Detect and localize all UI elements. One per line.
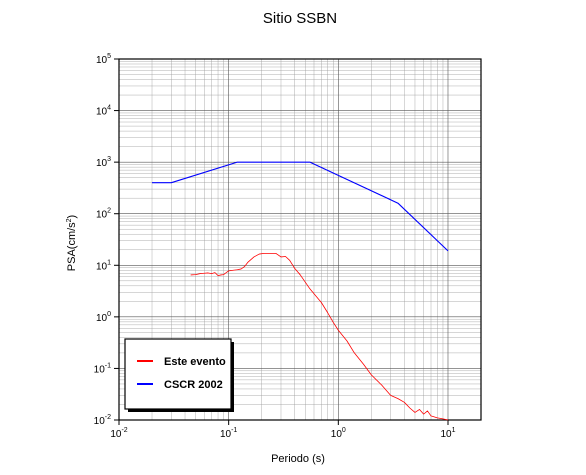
x-tick-base: 10 xyxy=(110,429,122,440)
plot-border xyxy=(118,58,482,421)
x-tick-base: 10 xyxy=(220,429,232,440)
x-tick-label: 10-2 xyxy=(110,427,127,440)
y-tick-base: 10 xyxy=(96,55,108,66)
y-tick-exp: 0 xyxy=(107,311,111,318)
y-tick-base: 10 xyxy=(96,210,108,221)
x-tick-exp: 0 xyxy=(342,427,346,434)
x-axis-label: Periodo (s) xyxy=(271,453,325,465)
y-tick-exp: 1 xyxy=(107,259,111,266)
y-axis-label-prefix: PSA(cm/s xyxy=(66,222,78,271)
series-lines xyxy=(152,161,449,421)
y-tick-base: 10 xyxy=(94,364,106,375)
y-tick-base: 10 xyxy=(96,158,108,169)
legend-box xyxy=(124,338,232,410)
x-tick-label: 100 xyxy=(331,427,346,440)
legend: Este evento CSCR 2002 xyxy=(124,338,234,412)
grid-minor xyxy=(119,59,482,420)
chart-title: Sitio SSBN xyxy=(263,10,337,27)
y-axis-label: PSA(cm/s2) xyxy=(66,215,78,271)
y-tick-label: 10-2 xyxy=(94,414,111,427)
y-tick-base: 10 xyxy=(94,416,106,427)
y-tick-label: 102 xyxy=(96,208,111,221)
legend-label: CSCR 2002 xyxy=(164,379,223,391)
legend-label: Este evento xyxy=(164,356,226,368)
y-tick-exp: 5 xyxy=(107,53,111,60)
y-tick-exp: 3 xyxy=(107,156,111,163)
y-axis-label-suffix: ) xyxy=(66,215,78,219)
y-tick-exp: 2 xyxy=(107,208,111,215)
x-tick-exp: 1 xyxy=(452,427,456,434)
plot-frame xyxy=(118,58,482,421)
y-tick-base: 10 xyxy=(96,107,108,118)
x-tick-label: 10-1 xyxy=(220,427,237,440)
series-line-este-evento xyxy=(190,252,449,421)
y-tick-base: 10 xyxy=(96,313,108,324)
x-tick-exp: -1 xyxy=(231,427,237,434)
y-tick-label: 104 xyxy=(96,105,111,118)
series-line-cscr-2002 xyxy=(152,161,449,252)
x-tick-base: 10 xyxy=(331,429,343,440)
y-tick-base: 10 xyxy=(96,261,108,272)
y-tick-exp: -1 xyxy=(105,362,111,369)
x-tick-base: 10 xyxy=(440,429,452,440)
y-axis-label-sup: 2 xyxy=(66,218,73,222)
y-tick-label: 10-1 xyxy=(94,362,111,375)
x-tick-label: 101 xyxy=(440,427,455,440)
y-tick-label: 101 xyxy=(96,259,111,272)
y-tick-label: 100 xyxy=(96,311,111,324)
y-tick-exp: 4 xyxy=(107,105,111,112)
y-tick-label: 103 xyxy=(96,156,111,169)
y-tick-label: 105 xyxy=(96,53,111,66)
x-axis-ticks: 10-2 10-1 100 101 xyxy=(110,420,456,440)
y-tick-exp: -2 xyxy=(105,414,111,421)
x-tick-exp: -2 xyxy=(121,427,127,434)
